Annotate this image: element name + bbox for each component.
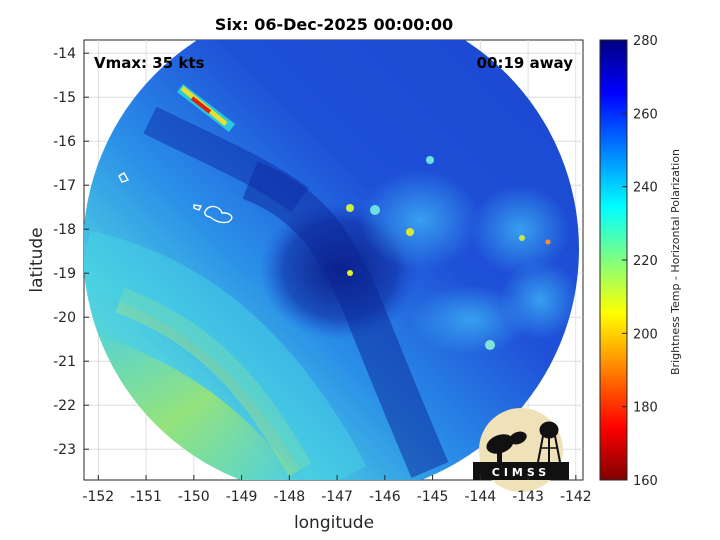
y-axis: -14 -15 -16 -17 -18 -19 -20 -21 -22 -23: [53, 46, 89, 458]
y-tick-label: -22: [53, 398, 76, 414]
colorbar: 280 260 240 220 200 180 160 Brightness Temp - …: [599, 34, 682, 489]
x-tick-label: -144: [464, 489, 496, 505]
figure-title: Six: 06-Dec-2025 00:00:00: [215, 15, 453, 34]
y-tick-label: -15: [53, 90, 76, 106]
x-axis-label: longitude: [294, 513, 374, 533]
x-tick-label: -147: [321, 489, 353, 505]
y-tick-label: -20: [53, 310, 76, 326]
colorbar-tick-label: 200: [633, 327, 658, 342]
colorbar-tick-label: 220: [633, 254, 658, 269]
colorbar-tick-label: 180: [633, 401, 658, 416]
y-axis-label: latitude: [27, 227, 47, 292]
y-tick-label: -23: [53, 442, 76, 458]
colorbar-ticks: 280 260 240 220 200 180 160: [622, 34, 658, 489]
water-tower-icon: [537, 421, 561, 463]
y-tick-label: -21: [53, 354, 76, 370]
x-tick-label: -151: [130, 489, 162, 505]
time-away-label: 00:19 away: [477, 54, 574, 72]
y-tick-label: -18: [53, 222, 76, 238]
x-tick-label: -148: [273, 489, 305, 505]
x-tick-label: -146: [369, 489, 401, 505]
y-tick-label: -14: [53, 46, 76, 62]
x-tick-label: -145: [417, 489, 449, 505]
x-tick-label: -143: [512, 489, 544, 505]
y-tick-label: -17: [53, 178, 76, 194]
y-tick-label: -16: [53, 134, 76, 150]
colorbar-tick-label: 280: [633, 34, 658, 49]
colorbar-label: Brightness Temp - Horizontal Polarizatio…: [669, 149, 682, 375]
colorbar-tick-label: 240: [633, 181, 658, 196]
radar-dish-icon: [486, 431, 527, 462]
cimss-logo: CIMSS: [473, 408, 569, 492]
cimss-logo-text: CIMSS: [492, 466, 550, 479]
x-tick-label: -150: [178, 489, 210, 505]
y-tick-label: -19: [53, 266, 76, 282]
microwave-swath: [84, 40, 579, 480]
x-tick-label: -149: [226, 489, 258, 505]
colorbar-tick-label: 160: [633, 474, 658, 489]
x-tick-label: -152: [82, 489, 114, 505]
vmax-label: Vmax: 35 kts: [94, 54, 204, 72]
colorbar-tick-label: 260: [633, 107, 658, 122]
x-axis: -152 -151 -150 -149 -148 -147 -146 -145 -144 -143…: [82, 475, 592, 505]
x-tick-label: -142: [560, 489, 592, 505]
